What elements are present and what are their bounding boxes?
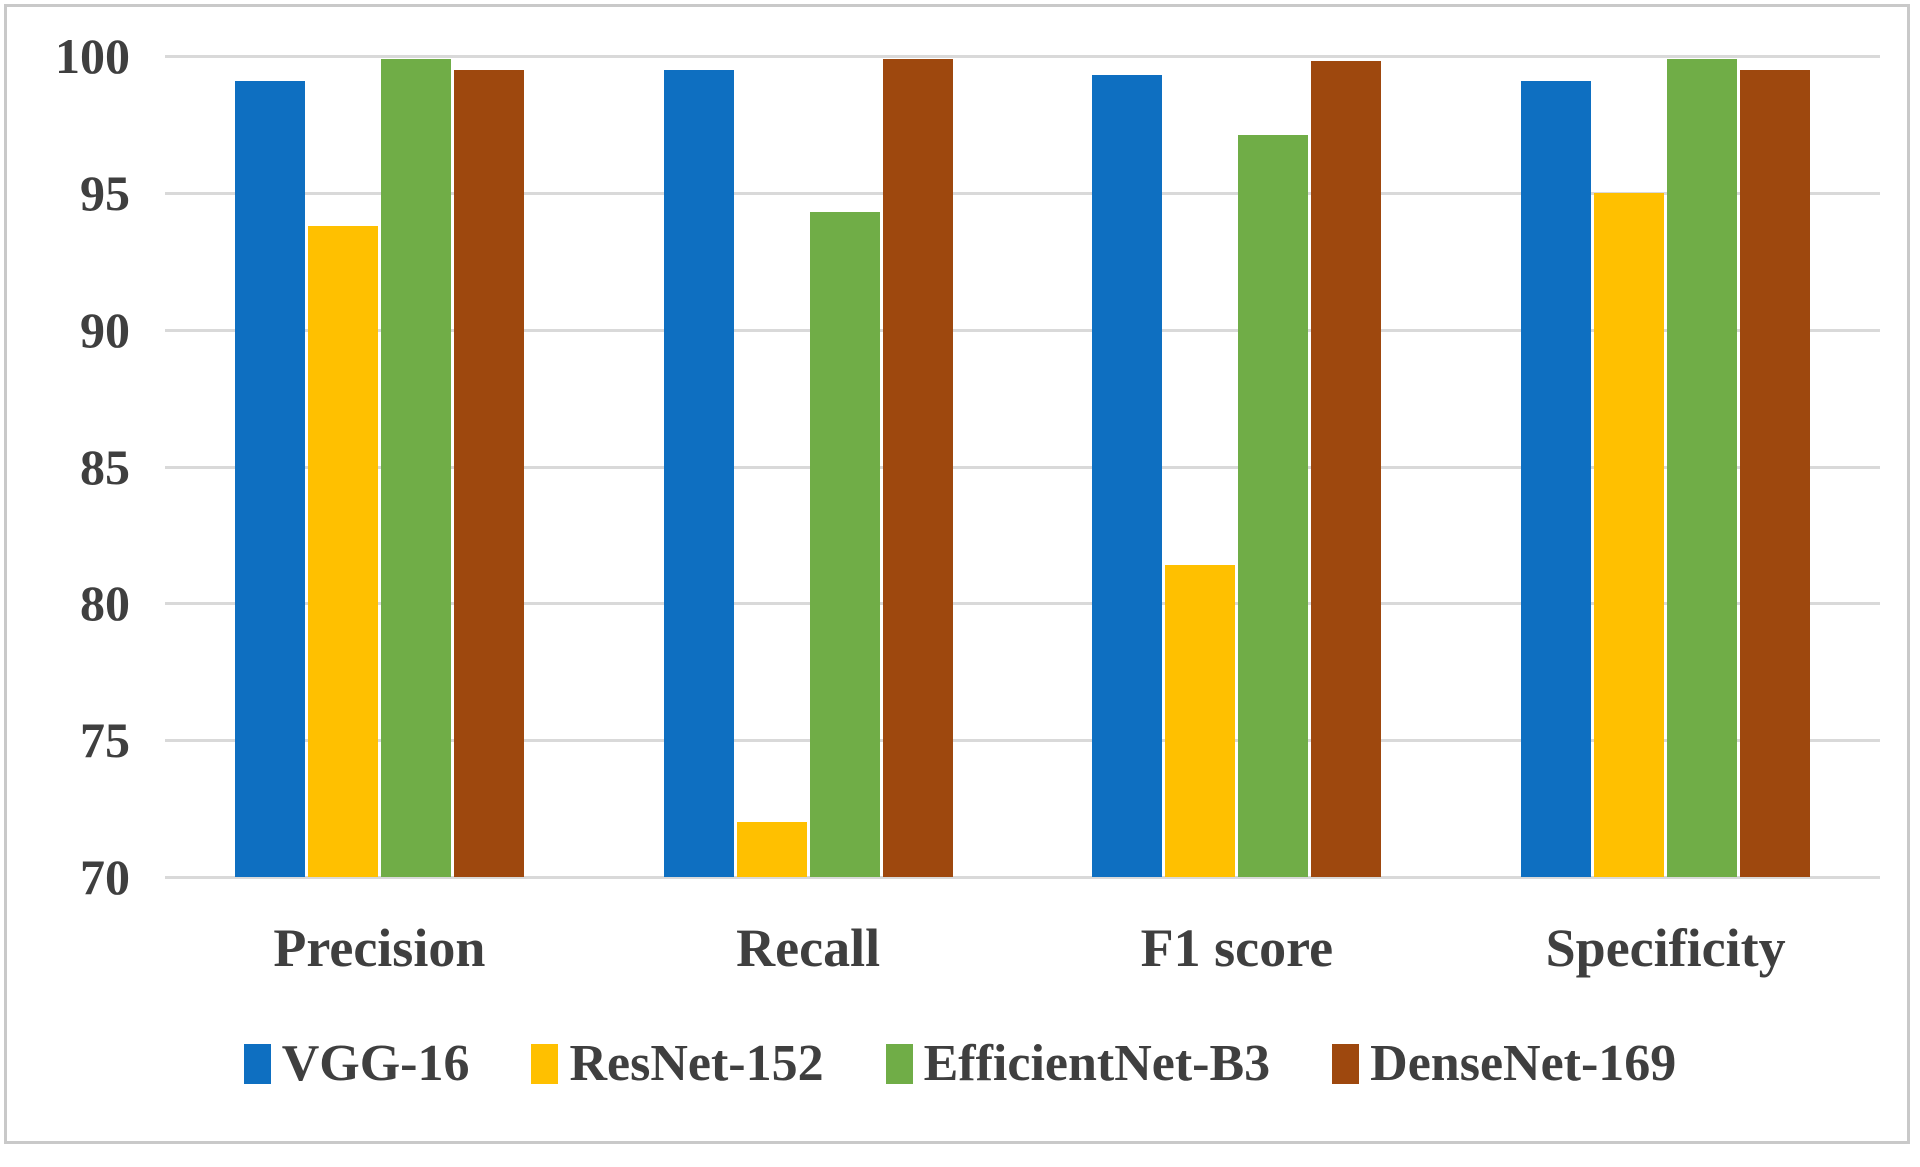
bar-resnet-152	[1165, 565, 1236, 877]
bar-densenet-169	[882, 58, 953, 877]
legend-swatch-icon	[885, 1044, 913, 1084]
legend-swatch-icon	[243, 1044, 271, 1084]
bar-densenet-169	[1740, 69, 1811, 877]
legend-swatch-icon	[1332, 1044, 1360, 1084]
gridline-100	[165, 55, 1880, 58]
bar-group-precision	[165, 56, 594, 877]
gridline-80	[165, 602, 1880, 606]
legend-label: VGG-16	[281, 1035, 470, 1092]
gridline-85	[165, 465, 1880, 469]
gridline-70	[165, 876, 1880, 879]
y-axis-tick-label: 75	[80, 712, 130, 769]
bar-vgg-16	[663, 69, 734, 877]
gridline-90	[165, 328, 1880, 332]
bar-efficientnet-b3	[809, 212, 880, 877]
bar-vgg-16	[1521, 80, 1592, 877]
category-label-specificity: Specificity	[1545, 918, 1786, 978]
bar-group-f1-score	[1023, 56, 1452, 877]
category-label-precision: Precision	[273, 918, 486, 978]
legend-label: ResNet-152	[569, 1035, 824, 1092]
bar-efficientnet-b3	[1238, 135, 1309, 877]
legend-item-densenet-169: DenseNet-169	[1332, 1038, 1676, 1090]
category-label-recall: Recall	[736, 918, 881, 978]
y-axis-tick-label: 100	[55, 28, 130, 84]
bar-group-specificity	[1451, 56, 1880, 877]
legend-item-resnet-152: ResNet-152	[531, 1035, 824, 1092]
bar-efficientnet-b3	[1667, 58, 1738, 877]
legend-label: DenseNet-169	[1370, 1035, 1677, 1092]
plot-area	[165, 55, 1880, 879]
y-axis-tick-label: 90	[80, 301, 130, 358]
bar-group-recall	[594, 56, 1023, 877]
bar-densenet-169	[453, 69, 524, 877]
legend-label: EfficientNet-B3	[923, 1035, 1271, 1092]
legend-swatch-icon	[531, 1044, 559, 1084]
legend-item-efficientnet-b3: EfficientNet-B3	[885, 1035, 1271, 1092]
y-axis-tick-label: 95	[80, 164, 130, 221]
y-axis-tick-label: 70	[80, 849, 130, 905]
category-label-f1-score: F1 score	[1140, 918, 1334, 978]
gridline-95	[165, 191, 1880, 195]
gridline-75	[165, 739, 1880, 743]
bar-resnet-152	[307, 225, 378, 877]
legend: VGG-16 ResNet-152 EfficientNet-B3 DenseNet-…	[0, 1022, 1920, 1106]
bar-vgg-16	[1092, 75, 1163, 877]
legend-item-vgg-16: VGG-16	[243, 1035, 470, 1092]
bar-resnet-152	[736, 822, 807, 877]
bar-efficientnet-b3	[380, 58, 451, 877]
y-axis-tick-label: 85	[80, 438, 130, 495]
bar-vgg-16	[234, 80, 305, 877]
y-axis-tick-label: 80	[80, 575, 130, 632]
category-axis: Precision Recall F1 score Specificity	[165, 908, 1880, 988]
bar-densenet-169	[1311, 61, 1382, 877]
bar-resnet-152	[1594, 192, 1665, 877]
